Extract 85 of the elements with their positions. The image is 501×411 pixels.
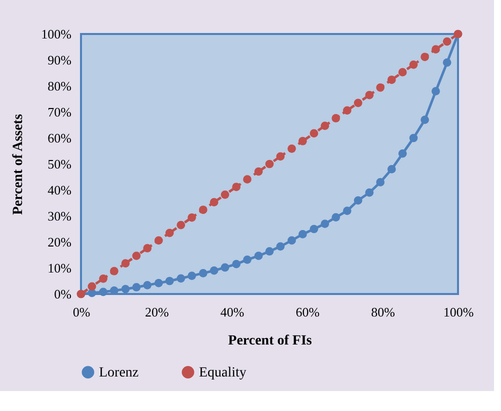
point [143,280,152,290]
y-tick-label: 90% [48,52,72,68]
point [276,242,285,251]
point [243,175,252,184]
point [420,116,430,124]
point [132,252,141,260]
point [387,165,396,174]
x-tick-label: 60% [296,304,320,320]
point [398,149,407,158]
point [232,260,241,268]
point [88,282,96,291]
point [210,266,218,275]
point [409,134,418,142]
y-tick-label: 10% [48,260,72,276]
point [365,188,374,197]
point [110,266,118,276]
x-tick-label: 100% [443,304,474,320]
point [121,284,130,294]
point [442,58,452,67]
point [265,160,274,168]
point [220,263,230,272]
point [165,276,174,286]
point [121,259,130,268]
point [442,37,452,46]
point [365,90,374,100]
point [143,244,152,252]
point [132,283,141,292]
point [188,213,196,222]
y-tick-label: 50% [48,156,72,172]
point [288,236,296,245]
point [398,68,407,76]
point [376,178,385,186]
point [165,228,174,238]
point [432,87,440,96]
point [243,256,252,264]
x-tick-label: 0% [72,304,90,320]
y-tick-label: 40% [48,182,72,198]
point [342,106,352,115]
point [188,272,196,280]
point [220,190,230,199]
point [376,83,385,92]
point [176,274,186,283]
point [332,213,340,222]
point [99,274,108,283]
point [254,167,263,176]
point [332,114,340,122]
x-tick-label: 80% [371,304,396,320]
point [298,136,307,146]
point [254,252,263,260]
point [387,76,396,84]
y-tick-label: 60% [48,130,72,146]
point [432,45,440,54]
point [265,247,274,256]
legend-label: Equality [199,365,246,380]
y-tick-label: 80% [48,78,72,94]
point [310,224,318,234]
x-tick-label: 40% [220,304,244,320]
y-axis-title: Percent of Assets [11,114,26,215]
point [320,122,330,130]
legend-label: Lorenz [99,365,139,380]
point [310,129,318,138]
point [232,182,241,192]
point [198,206,208,214]
point [154,236,163,245]
y-tick-label: 70% [48,104,72,120]
y-tick-label: 100% [41,26,72,42]
point [320,220,330,228]
point [276,152,285,161]
point [354,98,362,108]
x-tick-label: 20% [144,304,169,320]
point [342,206,352,215]
point [99,288,108,296]
point [298,230,307,238]
point [420,52,430,62]
point [154,278,163,288]
point [176,220,186,230]
point [198,269,208,278]
point [288,144,296,153]
y-tick-label: 30% [48,208,72,224]
x-axis-title: Percent of FIs [228,334,312,348]
point [409,60,418,69]
y-tick-label: 0% [54,286,72,302]
y-tick-label: 20% [48,234,72,250]
point [354,196,362,205]
point [210,198,218,206]
